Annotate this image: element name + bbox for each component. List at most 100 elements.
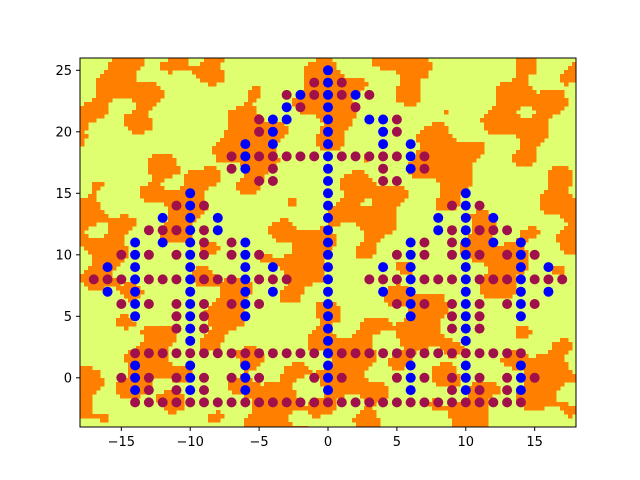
contour-cell: [528, 234, 533, 239]
contour-cell: [304, 274, 309, 279]
contour-cell: [92, 370, 97, 375]
contour-cell: [392, 66, 397, 71]
contour-cell: [320, 226, 325, 231]
contour-cell: [324, 406, 329, 411]
contour-cell: [100, 214, 105, 219]
contour-cell: [320, 146, 325, 151]
contour-cell: [124, 114, 129, 119]
contour-cell: [552, 206, 557, 211]
scatter-point: [240, 385, 251, 396]
contour-cell: [188, 182, 193, 187]
scatter-point: [460, 200, 471, 211]
contour-cell: [496, 266, 501, 271]
contour-cell: [372, 234, 377, 239]
contour-cell: [152, 190, 157, 195]
contour-cell: [332, 306, 337, 311]
contour-cell: [440, 194, 445, 199]
contour-cell: [448, 414, 453, 419]
contour-cell: [340, 142, 345, 147]
contour-cell: [96, 210, 101, 215]
contour-cell: [84, 398, 89, 403]
contour-cell: [112, 234, 117, 239]
contour-cell: [332, 74, 337, 79]
contour-cell: [128, 90, 133, 95]
contour-cell: [236, 278, 241, 283]
contour-cell: [524, 74, 529, 79]
contour-cell: [288, 422, 293, 427]
contour-cell: [268, 406, 273, 411]
contour-cell: [356, 418, 361, 423]
contour-cell: [144, 362, 149, 367]
contour-cell: [184, 178, 189, 183]
contour-cell: [516, 74, 521, 79]
contour-cell: [300, 250, 305, 255]
contour-cell: [548, 98, 553, 103]
contour-cell: [332, 366, 337, 371]
contour-cell: [428, 330, 433, 335]
contour-cell: [280, 410, 285, 415]
contour-cell: [84, 126, 89, 131]
scatter-point: [130, 262, 141, 273]
contour-cell: [372, 238, 377, 243]
contour-cell: [164, 222, 169, 227]
contour-cell: [100, 218, 105, 223]
contour-cell: [308, 74, 313, 79]
contour-cell: [204, 62, 209, 67]
contour-cell: [444, 134, 449, 139]
contour-cell: [168, 366, 173, 371]
contour-cell: [516, 154, 521, 159]
contour-cell: [220, 414, 225, 419]
contour-cell: [140, 350, 145, 355]
contour-cell: [208, 322, 213, 327]
contour-cell: [248, 122, 253, 127]
contour-cell: [256, 414, 261, 419]
contour-cell: [396, 262, 401, 267]
scatter-point: [267, 126, 278, 137]
contour-cell: [448, 366, 453, 371]
contour-cell: [300, 290, 305, 295]
contour-cell: [532, 146, 537, 151]
contour-cell: [204, 282, 209, 287]
contour-cell: [516, 134, 521, 139]
contour-cell: [428, 126, 433, 131]
contour-cell: [552, 210, 557, 215]
scatter-point: [364, 397, 375, 408]
contour-cell: [468, 246, 473, 251]
contour-cell: [452, 174, 457, 179]
contour-cell: [328, 74, 333, 79]
contour-cell: [364, 358, 369, 363]
contour-cell: [200, 246, 205, 251]
contour-cell: [412, 70, 417, 75]
contour-cell: [456, 346, 461, 351]
contour-cell: [532, 158, 537, 163]
contour-cell: [376, 386, 381, 391]
contour-cell: [544, 118, 549, 123]
contour-cell: [148, 122, 153, 127]
contour-cell: [464, 246, 469, 251]
contour-cell: [484, 382, 489, 387]
contour-cell: [556, 98, 561, 103]
contour-cell: [128, 74, 133, 79]
contour-cell: [544, 398, 549, 403]
contour-cell: [104, 110, 109, 115]
contour-cell: [272, 406, 277, 411]
contour-cell: [528, 390, 533, 395]
contour-cell: [360, 194, 365, 199]
contour-cell: [252, 186, 257, 191]
contour-cell: [236, 106, 241, 111]
contour-cell: [228, 110, 233, 115]
contour-cell: [404, 298, 409, 303]
contour-cell: [412, 58, 417, 63]
contour-cell: [340, 202, 345, 207]
contour-cell: [144, 346, 149, 351]
contour-cell: [512, 350, 517, 355]
contour-cell: [456, 158, 461, 163]
contour-cell: [476, 422, 481, 427]
contour-cell: [348, 178, 353, 183]
contour-cell: [480, 418, 485, 423]
contour-cell: [544, 374, 549, 379]
contour-cell: [88, 390, 93, 395]
contour-cell: [96, 86, 101, 91]
contour-cell: [180, 210, 185, 215]
contour-cell: [508, 286, 513, 291]
